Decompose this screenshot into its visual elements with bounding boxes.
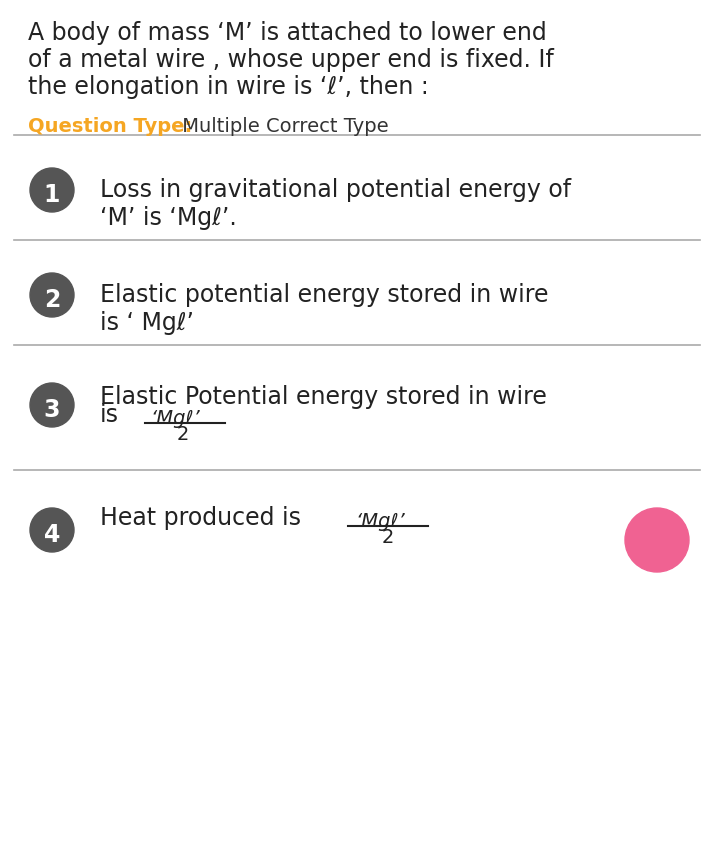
Text: ‘Mgℓ’: ‘Mgℓ’ xyxy=(150,409,200,428)
Text: 2: 2 xyxy=(44,288,60,312)
Text: of a metal wire , whose upper end is fixed. If: of a metal wire , whose upper end is fix… xyxy=(28,48,554,72)
Text: is: is xyxy=(100,403,119,427)
Text: ‘M’ is ‘Mgℓ’.: ‘M’ is ‘Mgℓ’. xyxy=(100,206,237,230)
Text: 4: 4 xyxy=(44,523,60,547)
Circle shape xyxy=(30,508,74,552)
Text: 3: 3 xyxy=(44,398,60,422)
Text: Multiple Correct Type: Multiple Correct Type xyxy=(176,117,388,136)
Text: Loss in gravitational potential energy of: Loss in gravitational potential energy o… xyxy=(100,178,571,202)
Circle shape xyxy=(30,168,74,212)
Text: is ‘ Mgℓ’: is ‘ Mgℓ’ xyxy=(100,311,194,335)
Text: +: + xyxy=(643,528,671,561)
Text: Question Type:: Question Type: xyxy=(28,117,192,136)
Text: A body of mass ‘M’ is attached to lower end: A body of mass ‘M’ is attached to lower … xyxy=(28,21,547,45)
Text: Elastic Potential energy stored in wire: Elastic Potential energy stored in wire xyxy=(100,385,547,409)
Text: 2: 2 xyxy=(177,425,189,444)
Text: ‘Mgℓ’: ‘Mgℓ’ xyxy=(355,512,405,531)
Text: 2: 2 xyxy=(382,528,394,547)
Text: Heat produced is: Heat produced is xyxy=(100,506,301,530)
Circle shape xyxy=(30,383,74,427)
Circle shape xyxy=(625,508,689,572)
Circle shape xyxy=(30,273,74,317)
Text: the elongation in wire is ‘ℓ’, then :: the elongation in wire is ‘ℓ’, then : xyxy=(28,75,428,99)
Text: 1: 1 xyxy=(44,183,60,207)
Text: Elastic potential energy stored in wire: Elastic potential energy stored in wire xyxy=(100,283,548,307)
